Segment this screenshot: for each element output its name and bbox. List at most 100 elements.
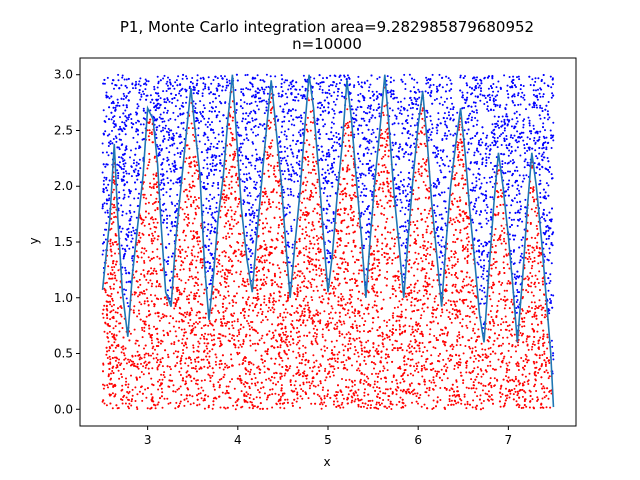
scatter-point-below <box>480 402 483 405</box>
scatter-point-below <box>414 198 417 201</box>
scatter-point-below <box>133 362 136 365</box>
scatter-point-below <box>347 331 350 334</box>
scatter-point-below <box>110 305 113 308</box>
scatter-point-below <box>219 406 222 409</box>
scatter-point-below <box>351 385 354 388</box>
scatter-point-below <box>499 387 502 390</box>
scatter-point-below <box>535 390 538 392</box>
scatter-point-below <box>402 325 405 328</box>
scatter-point-below <box>345 233 348 235</box>
scatter-point-below <box>542 333 545 336</box>
scatter-point-below <box>284 333 287 336</box>
scatter-point-below <box>248 334 251 337</box>
scatter-point-below <box>503 237 505 240</box>
scatter-point-below <box>414 171 417 174</box>
scatter-point-below <box>210 311 213 314</box>
scatter-point-below <box>423 268 426 271</box>
scatter-point-below <box>340 323 343 326</box>
scatter-point-below <box>196 271 199 274</box>
scatter-point-below <box>188 269 191 272</box>
scatter-point-below <box>151 282 154 285</box>
scatter-point-below <box>228 227 231 230</box>
scatter-point-below <box>394 388 397 391</box>
scatter-point-below <box>141 336 144 339</box>
scatter-point-below <box>191 324 194 327</box>
scatter-point-below <box>286 398 289 401</box>
scatter-point-below <box>161 365 164 368</box>
scatter-point-below <box>548 362 551 364</box>
scatter-point-below <box>161 378 164 381</box>
scatter-point-below <box>208 320 211 322</box>
scatter-point-below <box>527 348 530 351</box>
scatter-point-below <box>520 357 523 359</box>
scatter-point-below <box>161 406 164 409</box>
scatter-point-below <box>454 250 457 253</box>
scatter-point-below <box>146 363 148 366</box>
scatter-point-below <box>281 394 284 397</box>
scatter-point-below <box>232 404 235 407</box>
scatter-point-below <box>109 394 111 397</box>
scatter-point-below <box>533 373 536 376</box>
scatter-point-below <box>380 205 383 208</box>
scatter-point-below <box>112 198 115 201</box>
scatter-point-below <box>142 193 145 196</box>
scatter-point-below <box>140 303 143 306</box>
scatter-point-below <box>249 339 252 342</box>
scatter-point-below <box>267 394 270 397</box>
scatter-point-below <box>352 337 355 340</box>
scatter-point-below <box>394 275 397 278</box>
scatter-point-below <box>256 366 259 369</box>
scatter-point-below <box>141 329 144 331</box>
scatter-point-below <box>239 233 242 236</box>
scatter-point-below <box>339 406 342 409</box>
scatter-point-below <box>445 309 448 312</box>
scatter-point-below <box>266 407 269 410</box>
scatter-point-below <box>310 286 313 288</box>
scatter-point-below <box>346 121 349 124</box>
scatter-point-below <box>510 300 513 303</box>
scatter-point-below <box>463 395 466 398</box>
scatter-point-below <box>244 360 247 363</box>
scatter-point-below <box>447 268 450 271</box>
scatter-point-below <box>376 258 379 261</box>
scatter-point-below <box>303 197 306 200</box>
scatter-point-below <box>428 209 431 212</box>
scatter-point-below <box>148 129 151 132</box>
scatter-point-below <box>413 230 416 233</box>
scatter-point-below <box>351 197 354 200</box>
scatter-point-below <box>454 174 457 176</box>
scatter-point-below <box>307 221 310 224</box>
scatter-point-below <box>533 260 536 263</box>
scatter-point-below <box>321 389 324 391</box>
scatter-point-below <box>346 108 349 111</box>
scatter-point-below <box>399 396 402 399</box>
scatter-point-below <box>419 246 422 249</box>
scatter-point-below <box>163 397 166 400</box>
scatter-point-below <box>265 259 268 262</box>
scatter-point-below <box>523 316 526 319</box>
scatter-point-below <box>143 361 146 364</box>
scatter-point-below <box>358 369 361 372</box>
scatter-point-below <box>469 284 472 287</box>
scatter-point-below <box>180 393 183 396</box>
scatter-point-below <box>110 266 113 269</box>
scatter-point-below <box>137 309 140 312</box>
scatter-point-below <box>228 271 231 274</box>
scatter-point-below <box>369 384 372 386</box>
scatter-point-below <box>223 201 226 204</box>
scatter-point-below <box>296 293 299 296</box>
scatter-point-below <box>223 280 226 283</box>
scatter-point-below <box>528 406 531 409</box>
scatter-point-below <box>380 157 383 160</box>
scatter-point-below <box>462 302 465 305</box>
scatter-point-below <box>347 393 350 396</box>
scatter-point-below <box>150 240 153 242</box>
scatter-point-below <box>151 133 153 136</box>
scatter-point-below <box>353 278 356 281</box>
scatter-point-below <box>425 360 427 363</box>
scatter-point-below <box>119 322 122 325</box>
scatter-point-below <box>392 324 395 327</box>
scatter-point-below <box>386 321 388 324</box>
scatter-point-below <box>238 352 241 354</box>
scatter-point-below <box>304 231 307 233</box>
